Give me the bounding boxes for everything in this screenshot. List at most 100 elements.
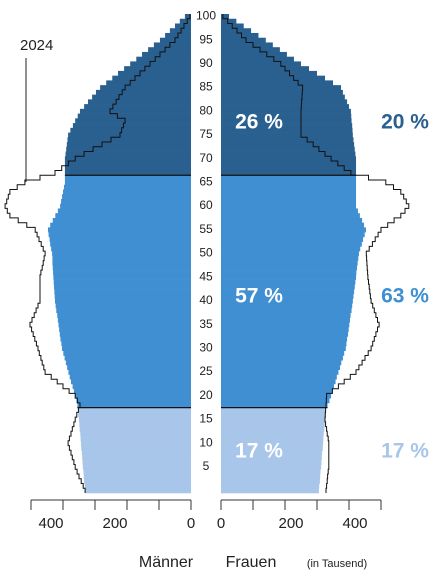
share-2024-label: 17 % <box>381 440 429 463</box>
bar <box>221 436 324 442</box>
bar <box>221 322 350 328</box>
bar <box>221 232 365 238</box>
age-label: 35 <box>199 317 213 331</box>
bar <box>59 327 191 333</box>
bar <box>67 364 191 370</box>
bar <box>221 42 273 48</box>
bar <box>221 255 359 261</box>
bar <box>221 246 361 252</box>
bar <box>55 303 191 309</box>
bar <box>124 66 191 72</box>
bar <box>221 137 354 143</box>
bar <box>221 217 363 223</box>
bar <box>221 108 351 114</box>
bar <box>221 345 346 352</box>
bar <box>221 170 357 176</box>
bar <box>50 241 192 247</box>
age-label: 60 <box>199 198 213 212</box>
bar <box>221 251 359 257</box>
bar <box>221 374 337 380</box>
bar <box>78 412 191 418</box>
bar <box>221 151 356 157</box>
bar <box>221 464 322 470</box>
bar <box>221 431 324 437</box>
age-label: 80 <box>199 103 213 117</box>
bar <box>54 293 192 299</box>
bar <box>221 450 323 456</box>
bar <box>221 303 353 309</box>
age-label: 100 <box>196 9 216 23</box>
bar <box>221 28 252 34</box>
bar <box>130 61 191 67</box>
bar <box>84 483 191 489</box>
age-label: 55 <box>199 222 213 236</box>
bar <box>221 350 345 356</box>
bar <box>221 208 358 214</box>
bar <box>221 298 353 304</box>
bar <box>221 455 322 461</box>
bar <box>55 298 191 304</box>
bar <box>87 99 191 105</box>
bar <box>221 284 355 290</box>
bar <box>221 260 358 266</box>
bar <box>221 118 352 124</box>
bar <box>81 445 191 451</box>
bar <box>92 94 191 100</box>
bar <box>60 203 192 209</box>
bar <box>221 407 326 413</box>
bar <box>118 70 191 76</box>
bar <box>68 369 191 375</box>
x-tick-label: 200 <box>278 515 303 532</box>
female-label: Frauen <box>226 554 277 571</box>
bar <box>81 450 191 456</box>
bar <box>221 99 348 105</box>
bar <box>221 379 336 385</box>
bar <box>95 89 191 95</box>
bar <box>72 383 191 389</box>
x-tick-label: 200 <box>102 515 127 532</box>
bar <box>221 388 333 394</box>
bar <box>55 213 191 219</box>
bar <box>64 170 191 176</box>
bar <box>221 165 357 171</box>
x-tick-label: 400 <box>38 515 63 532</box>
bar <box>221 189 357 195</box>
bar <box>221 483 320 489</box>
bar <box>221 459 322 465</box>
bar <box>179 18 191 24</box>
bar <box>53 274 192 280</box>
bar <box>50 222 192 228</box>
bar <box>64 161 191 167</box>
bar <box>49 236 192 242</box>
bar <box>57 312 191 318</box>
age-label: 15 <box>199 412 213 426</box>
bar <box>221 317 350 323</box>
bar <box>153 42 191 48</box>
bar <box>221 279 356 285</box>
bar <box>62 194 191 200</box>
bar <box>79 426 191 432</box>
outline-2024 <box>4 14 191 493</box>
bar <box>62 345 191 352</box>
bar <box>69 374 191 380</box>
bar <box>221 32 259 39</box>
bar <box>221 402 328 408</box>
bar <box>221 146 355 152</box>
bar <box>221 70 317 76</box>
bar <box>221 293 354 299</box>
bar <box>136 56 191 62</box>
bar <box>221 89 343 95</box>
bar <box>221 445 323 451</box>
bar <box>221 265 357 271</box>
bar <box>64 156 191 162</box>
age-label: 75 <box>199 127 213 141</box>
bar <box>221 123 353 129</box>
x-tick-label: 0 <box>187 515 195 532</box>
bar <box>221 393 332 399</box>
bar <box>77 113 191 119</box>
bar <box>221 132 353 138</box>
bar <box>57 317 191 323</box>
bar <box>221 104 349 110</box>
bar <box>221 47 280 53</box>
